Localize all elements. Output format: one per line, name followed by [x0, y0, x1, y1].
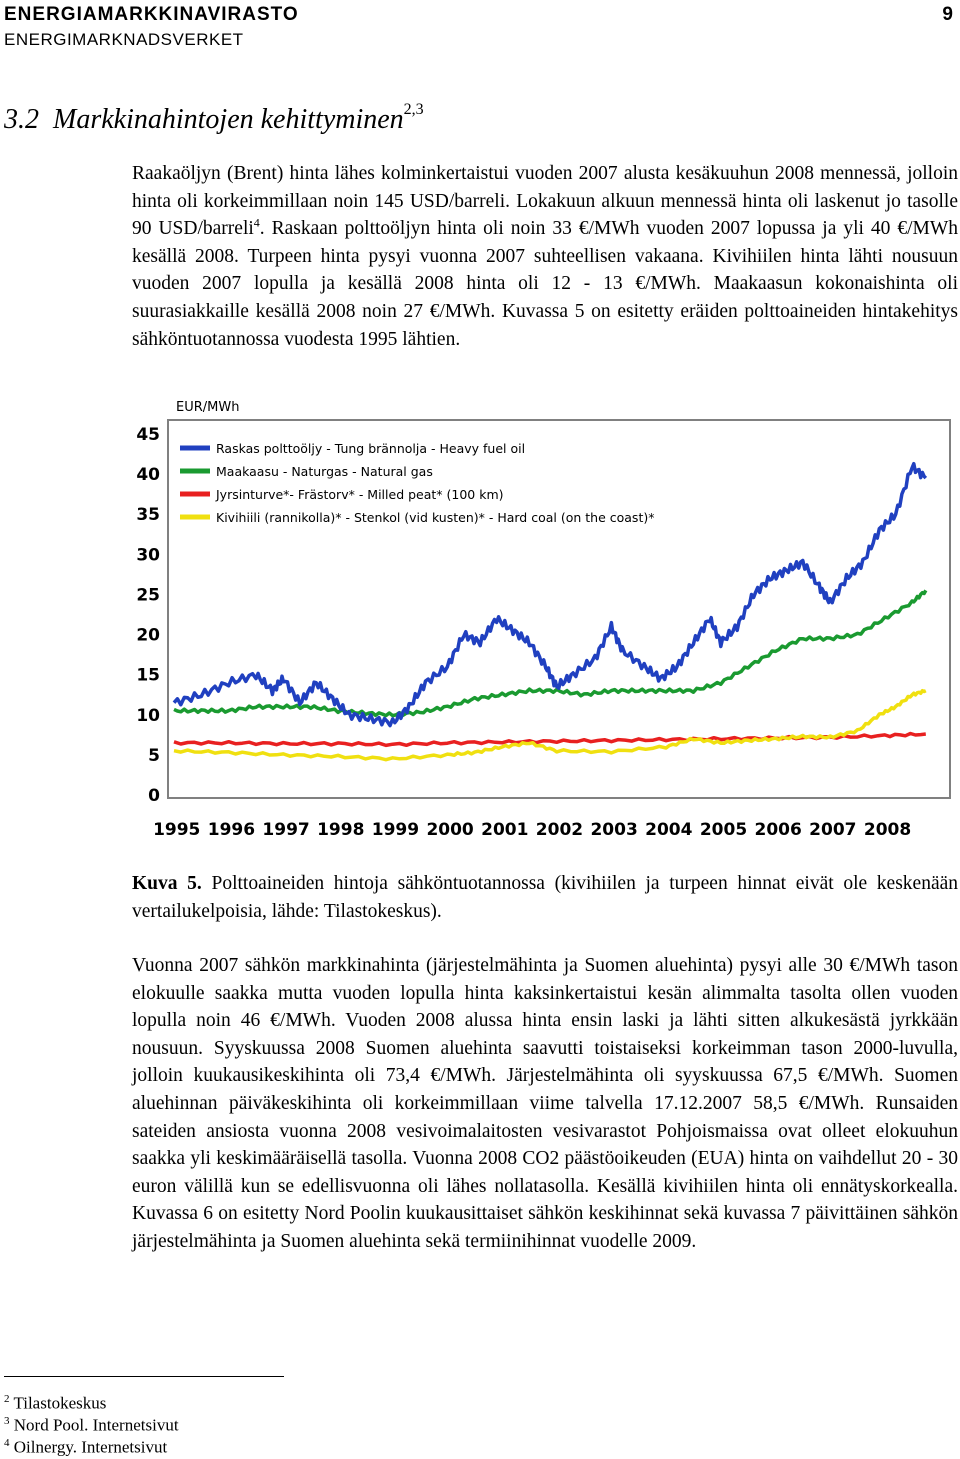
y-tick-label: 35 — [136, 505, 160, 525]
x-tick-label: 2001 — [481, 820, 528, 840]
footnote-ref-4: 4 — [253, 215, 260, 230]
footnote-text: Oilnergy. Internetsivut — [13, 1437, 168, 1457]
series-line — [173, 688, 927, 762]
footnote-text: Tilastokeskus — [13, 1393, 107, 1413]
paragraph-electricity-market: Vuonna 2007 sähkön markkinahinta (järjes… — [132, 955, 958, 1252]
x-ticks: 1995 1996 1997 1998 1999 2000 2001 2002 2003 2004… — [153, 820, 911, 840]
figure-caption: Kuva 5. Polttoaineiden hintoja sähköntuo… — [132, 870, 958, 925]
footnote-2: 2 Tilastokeskus — [4, 1389, 106, 1414]
x-tick-label: 2003 — [590, 820, 637, 840]
section-number: 3.2 — [4, 104, 39, 135]
section-refs: 2,3 — [403, 100, 424, 118]
footnote-text: Nord Pool. Internetsivut — [13, 1415, 179, 1435]
legend-entry: Kivihiili (rannikolla)* - Stenkol (vid k… — [216, 510, 654, 525]
x-tick-label: 1997 — [262, 820, 309, 840]
x-tick-label: 2004 — [645, 820, 692, 840]
y-tick-label: 30 — [136, 545, 160, 565]
page-number: 9 — [942, 4, 954, 25]
chart-legend: Raskas polttoöljy - Tung brännolja - Hea… — [180, 441, 654, 525]
footnote-number: 3 — [4, 1415, 10, 1427]
footnote-4: 4 Oilnergy. Internetsivut — [4, 1433, 167, 1458]
footnote-3: 3 Nord Pool. Internetsivut — [4, 1411, 179, 1436]
x-tick-label: 2008 — [864, 820, 911, 840]
footnote-number: 4 — [4, 1437, 10, 1449]
x-tick-label: 2006 — [755, 820, 802, 840]
header-title: ENERGIAMARKKINAVIRASTO — [4, 4, 299, 25]
series-line — [173, 589, 928, 718]
x-tick-label: 1998 — [317, 820, 364, 840]
series-line — [172, 461, 928, 728]
x-tick-label: 1995 — [153, 820, 200, 840]
x-tick-label: 2007 — [809, 820, 856, 840]
y-tick-label: 20 — [136, 626, 160, 646]
series-lines — [172, 461, 928, 762]
caption-label: Kuva 5. — [132, 873, 202, 894]
x-tick-label: 1996 — [208, 820, 255, 840]
y-axis-label: EUR/MWh — [176, 400, 239, 415]
y-tick-label: 45 — [136, 425, 160, 445]
legend-entry: Raskas polttoöljy - Tung brännolja - Hea… — [216, 441, 525, 456]
section-heading: 3.2 Markkinahintojen kehittyminen2,3 — [4, 100, 424, 136]
y-tick-label: 25 — [136, 585, 160, 605]
x-tick-label: 2000 — [426, 820, 473, 840]
y-ticks: 0 5 10 15 20 25 30 35 40 45 — [136, 425, 160, 806]
y-tick-label: 10 — [136, 706, 160, 726]
caption-text: Polttoaineiden hintoja sähköntuotannossa… — [132, 873, 959, 922]
legend-entry: Maakaasu - Naturgas - Natural gas — [216, 464, 433, 479]
y-tick-label: 15 — [136, 666, 160, 686]
legend-entry: Jyrsinturve*- Frästorv* - Milled peat* (… — [215, 487, 504, 502]
header-subtitle: ENERGIMARKNADSVERKET — [4, 30, 244, 49]
x-tick-label: 2005 — [700, 820, 747, 840]
x-tick-label: 2002 — [536, 820, 583, 840]
paragraph1-part-b: . Raskaan polttoöljyn hinta oli noin 33 … — [132, 218, 958, 350]
paragraph-fuel-prices: Raakaöljyn (Brent) hinta lähes kolminker… — [132, 160, 958, 353]
y-tick-label: 5 — [148, 746, 160, 766]
x-tick-label: 1999 — [372, 820, 419, 840]
y-tick-label: 0 — [148, 786, 160, 806]
section-title: Markkinahintojen kehittyminen — [53, 104, 404, 135]
footnote-number: 2 — [4, 1393, 10, 1405]
y-tick-label: 40 — [136, 465, 160, 485]
footnote-separator — [4, 1376, 284, 1377]
page-header: ENERGIAMARKKINAVIRASTO 9 ENERGIMARKNADSV… — [4, 2, 954, 52]
paragraph1-part-a: Raakaöljyn (Brent) hinta lähes kolminker… — [132, 163, 958, 240]
